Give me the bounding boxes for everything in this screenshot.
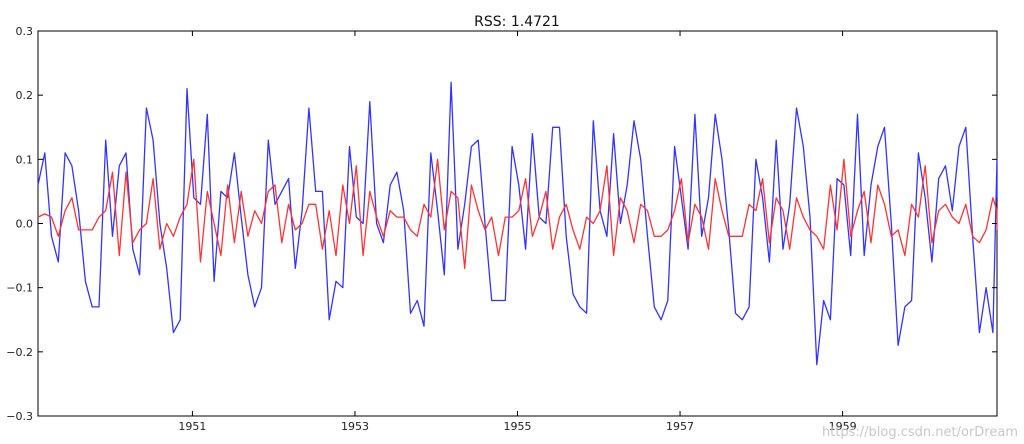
y-tick-label: 0.1 bbox=[16, 153, 34, 166]
x-tick-label: 1959 bbox=[829, 420, 857, 433]
x-tick-label: 1951 bbox=[178, 420, 206, 433]
y-tick-label: −0.2 bbox=[6, 346, 33, 359]
plot-area bbox=[37, 30, 998, 417]
y-tick-label: −0.3 bbox=[6, 410, 33, 423]
y-axis: −0.3 −0.2 −0.1 0.0 0.1 0.2 0.3 bbox=[6, 25, 997, 423]
y-tick-label: −0.1 bbox=[6, 282, 33, 295]
y-tick-label: 0.2 bbox=[16, 89, 34, 102]
x-tick-label: 1955 bbox=[504, 420, 532, 433]
series-line-2 bbox=[37, 158, 998, 270]
series-line-1 bbox=[37, 81, 998, 366]
watermark: https://blog.csdn.net/orDream bbox=[822, 425, 1018, 440]
series-layer bbox=[37, 81, 998, 366]
y-tick-label: 0.3 bbox=[16, 25, 34, 38]
x-tick-label: 1953 bbox=[341, 420, 369, 433]
x-axis: 1951 1953 1955 1957 1959 bbox=[178, 31, 857, 433]
chart-title: RSS: 1.4721 bbox=[474, 14, 560, 30]
x-tick-label: 1957 bbox=[666, 420, 694, 433]
plot-frame bbox=[37, 30, 998, 417]
y-tick-label: 0.0 bbox=[16, 218, 34, 231]
